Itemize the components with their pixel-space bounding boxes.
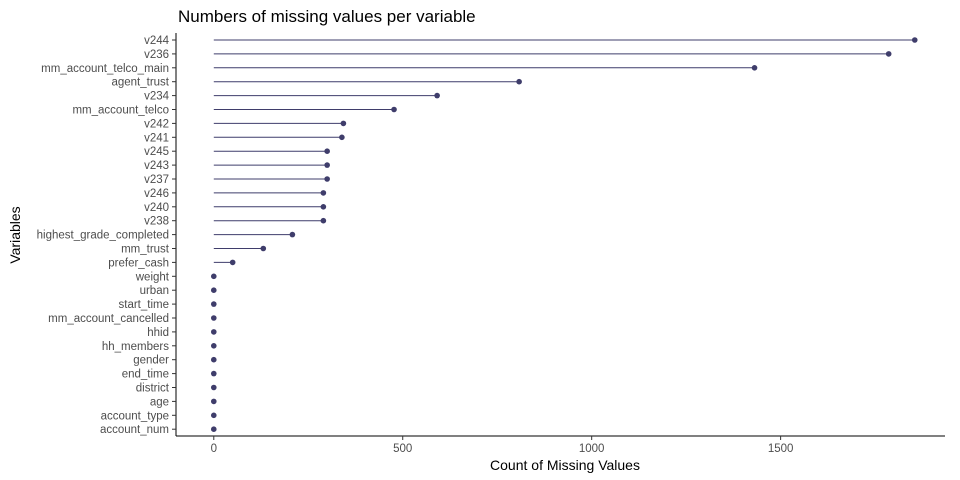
lollipop-point-v237 xyxy=(324,176,330,182)
lollipop-point-prefer_cash xyxy=(229,259,236,266)
y-tick-label: highest_grade_completed xyxy=(37,230,169,242)
lollipop-point-mm_account_cancelled xyxy=(210,315,217,321)
lollipop-point-v242 xyxy=(340,120,347,127)
lollipop-point-v244 xyxy=(911,37,918,43)
y-tick-label: urban xyxy=(140,285,169,297)
y-tick-label: district xyxy=(136,383,170,395)
x-axis-ticks: 0 500 1000 1500 xyxy=(211,436,794,455)
y-tick-label: weight xyxy=(135,271,170,283)
y-tick-label: agent_trust xyxy=(111,77,169,89)
lollipop-point-v240 xyxy=(320,204,327,210)
y-tick-label: hhid xyxy=(147,327,169,339)
lollipop-point-agent_trust xyxy=(516,78,522,85)
lollipop-point-v234 xyxy=(434,92,440,99)
lollipop-point-hh_members xyxy=(210,343,217,349)
y-tick-label: mm_trust xyxy=(121,244,170,256)
y-tick-label: end_time xyxy=(122,369,169,381)
y-tick-label: v240 xyxy=(144,202,169,214)
lollipop-point-v236 xyxy=(885,51,892,57)
x-axis-title: Count of Missing Values xyxy=(490,457,640,473)
y-tick-label: account_num xyxy=(100,424,169,436)
x-tick-label: 500 xyxy=(393,443,412,455)
y-tick-label: mm_account_telco xyxy=(72,105,169,117)
lollipop-point-end_time xyxy=(210,370,217,377)
lollipop-point-v241 xyxy=(339,134,345,141)
y-tick-label: hh_members xyxy=(102,341,169,353)
y-tick-label: prefer_cash xyxy=(108,257,169,269)
y-tick-label: v246 xyxy=(144,188,169,200)
y-tick-label: v245 xyxy=(144,146,169,158)
x-tick-label: 1000 xyxy=(579,443,605,455)
plot-area xyxy=(210,37,918,433)
y-tick-label: v244 xyxy=(144,35,170,47)
y-axis-title: Variables xyxy=(7,206,23,263)
x-tick-label: 0 xyxy=(211,443,217,455)
lollipop-point-hhid xyxy=(210,329,217,335)
lollipop-point-weight xyxy=(210,273,217,280)
lollipop-point-v238 xyxy=(320,217,327,224)
y-tick-label: start_time xyxy=(119,299,170,311)
lollipop-point-v245 xyxy=(324,148,330,154)
y-axis-ticks: v244 v236 mm_account_telco_main agent_trust… xyxy=(37,35,176,436)
x-tick-label: 1500 xyxy=(768,443,794,455)
lollipop-point-urban xyxy=(210,287,217,294)
lollipop-point-v243 xyxy=(324,162,330,168)
lollipop-point-age xyxy=(210,398,217,405)
lollipop-point-account_type xyxy=(210,412,217,419)
y-tick-label: v236 xyxy=(144,49,169,61)
y-tick-label: v242 xyxy=(144,118,169,130)
y-tick-label: v237 xyxy=(144,174,169,186)
y-tick-label: v241 xyxy=(144,132,169,144)
y-tick-label: age xyxy=(150,396,169,408)
lollipop-point-highest_grade_completed xyxy=(289,231,296,238)
lollipop-point-mm_trust xyxy=(260,245,267,252)
y-tick-label: account_type xyxy=(101,410,169,422)
chart-title: Numbers of missing values per variable xyxy=(178,7,476,26)
y-tick-label: v243 xyxy=(144,160,169,172)
lollipop-point-v246 xyxy=(320,190,327,196)
y-tick-label: mm_account_cancelled xyxy=(48,313,169,325)
lollipop-point-district xyxy=(210,384,217,391)
lollipop-point-mm_account_telco_main xyxy=(751,65,758,71)
lollipop-point-account_num xyxy=(210,426,217,433)
y-tick-label: gender xyxy=(133,355,169,367)
lollipop-point-gender xyxy=(210,356,217,363)
y-tick-label: v238 xyxy=(144,216,169,228)
lollipop-point-mm_account_telco xyxy=(391,106,397,113)
lollipop-point-start_time xyxy=(210,301,217,307)
y-tick-label: v234 xyxy=(144,91,170,103)
y-tick-label: mm_account_telco_main xyxy=(41,63,169,75)
